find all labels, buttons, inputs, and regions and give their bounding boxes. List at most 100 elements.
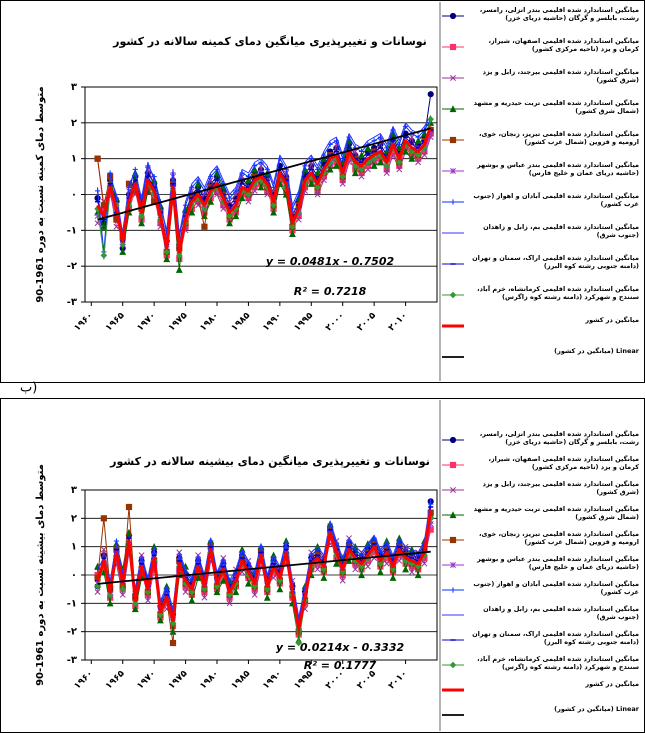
data-point: [358, 173, 365, 180]
x-tick-label: ۲۰۱۰: [387, 669, 410, 692]
legend-marker: [449, 461, 457, 469]
trend-annotation: y = 0.0214x - 0.3332: [276, 641, 405, 654]
series-line: [97, 498, 432, 618]
legend-label: میانگین استاندارد شده اقلیمی بیرجند، زاب…: [482, 480, 639, 496]
data-point: [395, 144, 403, 152]
data-point: [371, 138, 377, 144]
data-point: [245, 198, 252, 205]
data-point: [415, 134, 421, 140]
data-point: [258, 159, 264, 165]
y-tick-label: ۱: [71, 542, 77, 553]
data-point: [384, 145, 390, 151]
data-point: [320, 177, 327, 184]
x-tick-label: ۲۰۱۰: [387, 311, 410, 334]
data-point: [427, 91, 434, 98]
data-point: [352, 566, 359, 573]
y-tick-label: -۱: [67, 225, 77, 236]
legend-label: میانگین استاندارد شده اقلیمی بندر انزلی،…: [479, 6, 639, 22]
data-point: [358, 148, 365, 155]
x-tick-label: ۱۹۶۰: [73, 311, 96, 334]
data-point: [232, 212, 240, 220]
data-point: [370, 162, 378, 169]
data-point: [383, 162, 391, 170]
x-tick-label: ۱۹۸۵: [230, 668, 253, 691]
y-tick-label: ۱: [71, 154, 77, 165]
legend-marker: [449, 291, 457, 299]
y-tick-label: -۲: [67, 627, 77, 638]
legend-label: میانگین استاندارد شده اقلیمی کرمانشاه، خ…: [477, 285, 639, 301]
legend-label: میانگین استاندارد شده اقلیمی اصفهان، شیر…: [488, 455, 639, 471]
data-point: [396, 141, 402, 147]
trend-annotation: y = 0.0481x - 0.7502: [266, 255, 395, 268]
data-point: [106, 591, 114, 599]
data-point: [194, 574, 202, 581]
data-point: [119, 591, 126, 598]
trend-annotation: R² = 0.1777: [304, 659, 377, 672]
data-point: [358, 166, 365, 173]
data-point: [214, 191, 220, 198]
y-tick-label: ۰: [71, 570, 77, 581]
data-point: [295, 216, 302, 223]
data-point: [100, 223, 108, 230]
series-line: [96, 125, 433, 254]
y-tick-label: ۳: [71, 485, 77, 496]
data-point: [226, 600, 233, 607]
data-point: [251, 165, 259, 173]
data-point: [125, 503, 133, 511]
data-point: [414, 571, 422, 579]
data-point: [326, 165, 334, 173]
data-point: [132, 166, 138, 173]
legend-label: میانگین استاندارد شده اقلیمی بندر عباس و…: [477, 555, 639, 571]
data-point: [251, 591, 258, 598]
data-point: [389, 566, 397, 573]
x-tick-label: ۲۰۰۰: [324, 669, 347, 692]
legend-marker: [449, 511, 457, 519]
data-point: [333, 559, 340, 567]
data-point: [131, 600, 139, 607]
data-point: [314, 166, 321, 173]
data-point: [175, 252, 183, 259]
data-point: [402, 147, 409, 155]
data-point: [94, 155, 101, 162]
data-point: [220, 205, 227, 212]
data-point: [270, 201, 277, 209]
y-tick-label: ۲: [71, 118, 77, 129]
data-point: [263, 585, 271, 593]
legend-marker: [450, 562, 456, 568]
x-tick-label: ۱۹۸۰: [198, 669, 221, 692]
data-point: [307, 180, 315, 187]
data-point: [219, 576, 227, 584]
data-point: [358, 552, 365, 558]
data-point: [245, 191, 252, 198]
data-point: [188, 588, 196, 596]
data-point: [276, 577, 284, 584]
data-point: [414, 151, 422, 159]
data-point: [314, 566, 321, 573]
series-line: [97, 118, 432, 253]
data-point: [226, 198, 233, 205]
data-point: [364, 563, 371, 570]
data-point: [251, 583, 259, 590]
legend-label: میانگین استاندارد شده اقلیمی اراک، سمنان…: [472, 254, 639, 270]
legend-label: میانگین استاندارد شده اقلیمی بم، زابل و …: [483, 223, 639, 239]
data-point: [138, 219, 145, 227]
data-point: [188, 596, 196, 604]
data-point: [414, 137, 422, 144]
data-point: [119, 248, 127, 255]
legend-label: میانگین استاندارد شده اقلیمی بیرجند، زاب…: [482, 68, 639, 84]
data-point: [201, 205, 208, 213]
series-line: [97, 115, 432, 260]
legend-marker: [449, 536, 457, 544]
data-point: [94, 213, 101, 219]
data-point: [100, 546, 107, 553]
x-tick-label: ۱۹۷۵: [167, 668, 190, 691]
data-point: [131, 605, 139, 613]
data-point: [370, 155, 378, 162]
data-point: [396, 166, 403, 173]
data-point: [314, 191, 321, 198]
data-point: [396, 557, 403, 564]
legend-marker: [450, 199, 456, 205]
data-point: [333, 162, 340, 169]
data-point: [138, 212, 145, 220]
data-point: [226, 219, 233, 227]
